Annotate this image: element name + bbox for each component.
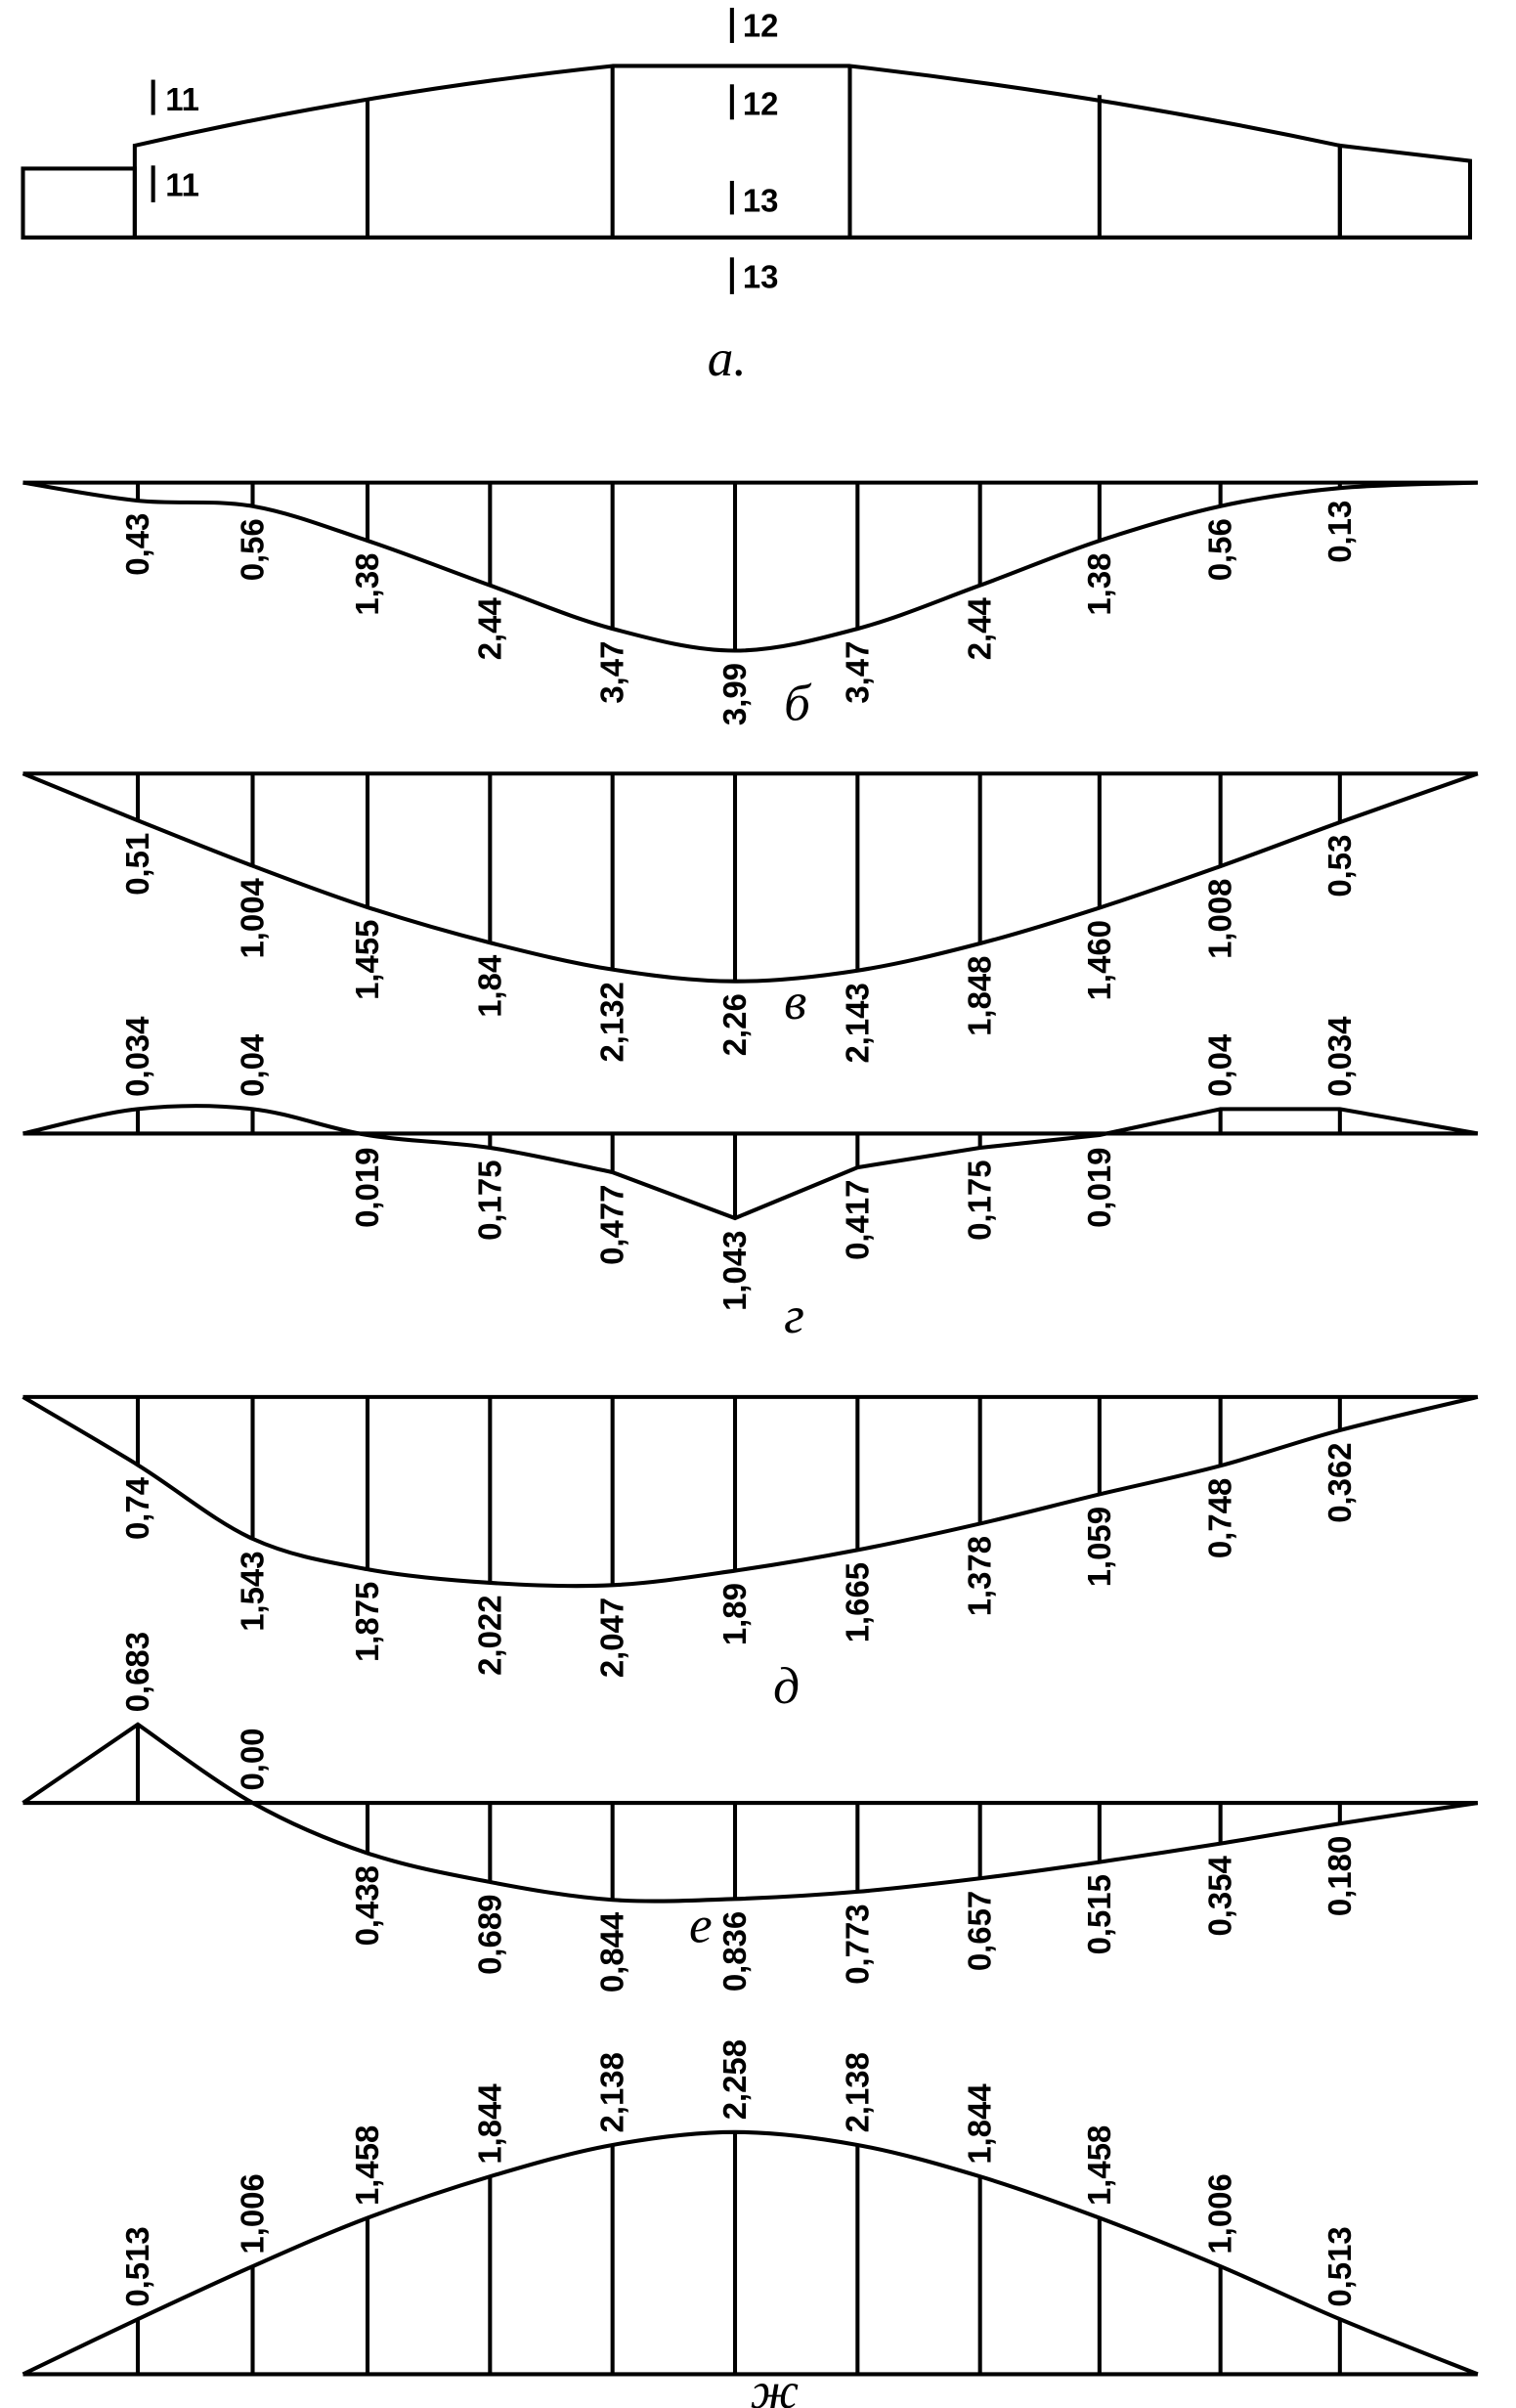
caption: в	[784, 973, 806, 1030]
caption: а.	[708, 329, 747, 387]
value-label: 0,844	[594, 1911, 630, 1992]
value-label: 0,773	[839, 1904, 875, 1984]
value-label: 1,543	[234, 1551, 270, 1631]
value-label: 0,354	[1202, 1855, 1238, 1936]
value-label: 0,438	[349, 1865, 385, 1946]
value-label: 0,51	[119, 833, 155, 896]
section-label: 12	[743, 86, 779, 122]
value-label: 0,56	[234, 518, 270, 581]
value-label: 0,019	[1081, 1148, 1117, 1228]
section-label: 12	[743, 8, 779, 44]
value-label: 2,258	[716, 2039, 753, 2120]
value-label: 0,477	[594, 1185, 630, 1265]
value-label: 3,47	[594, 641, 630, 704]
value-label: 2,138	[839, 2052, 875, 2132]
moment-curve	[22, 2129, 1479, 2377]
value-label: 0,689	[471, 1895, 507, 1975]
value-label: 1,006	[1202, 2173, 1238, 2254]
value-label: 1,378	[962, 1536, 998, 1616]
value-label: 1,89	[716, 1583, 753, 1645]
value-label: 2,26	[716, 993, 753, 1056]
value-label: 0,657	[962, 1891, 998, 1971]
value-label: 1,84	[471, 954, 507, 1018]
value-label: 0,175	[471, 1160, 507, 1240]
value-label: 0,56	[1202, 518, 1238, 581]
beam-outline	[132, 64, 1342, 240]
value-label: 0,43	[119, 513, 155, 576]
moment-curve	[22, 480, 1478, 653]
value-label: 1,875	[349, 1582, 385, 1662]
value-label: 0,04	[1202, 1033, 1238, 1097]
value-label: 0,53	[1321, 835, 1358, 898]
value-label: 1,38	[1081, 553, 1117, 616]
value-label: 1,458	[349, 2125, 385, 2206]
caption: д	[773, 1657, 800, 1715]
support-left	[21, 166, 137, 240]
value-label: 1,059	[1081, 1507, 1117, 1587]
value-label: 2,022	[471, 1596, 507, 1676]
section-label: 11	[165, 81, 199, 117]
value-label: 0,417	[839, 1180, 875, 1260]
value-label: 0,00	[234, 1729, 270, 1791]
value-label: 0,175	[962, 1160, 998, 1240]
value-label: 1,458	[1081, 2125, 1117, 2206]
value-label: 3,47	[839, 641, 875, 704]
caption: ж	[751, 2362, 800, 2408]
value-label: 1,008	[1202, 879, 1238, 959]
value-label: 1,460	[1081, 920, 1117, 1000]
value-label: 1,455	[349, 920, 385, 1000]
moment-curve	[22, 771, 1479, 984]
moment-curve	[22, 1394, 1479, 1589]
value-label: 0,74	[119, 1476, 155, 1540]
value-label: 0,019	[349, 1148, 385, 1228]
value-label: 2,138	[594, 2052, 630, 2132]
value-label: 0,034	[1321, 1016, 1358, 1097]
value-label: 0,683	[119, 1632, 155, 1712]
value-label: 0,513	[1321, 2226, 1358, 2306]
value-label: 3,99	[716, 663, 753, 725]
value-label: 0,515	[1081, 1874, 1117, 1954]
section-label: 13	[743, 182, 779, 218]
support-right	[1337, 143, 1473, 240]
value-label: 1,004	[234, 877, 270, 958]
moment-curve	[22, 1104, 1479, 1221]
value-label: 0,13	[1321, 501, 1358, 563]
moment-curve	[22, 1722, 1479, 1904]
value-label: 0,180	[1321, 1836, 1358, 1916]
beam: 12 11 12 11 13 13 а.	[21, 8, 1473, 387]
value-label: 0,748	[1202, 1478, 1238, 1558]
caption: б	[784, 674, 812, 731]
value-label: 2,44	[962, 597, 998, 661]
value-label: 0,034	[119, 1016, 155, 1097]
value-label: 1,844	[471, 2083, 507, 2165]
value-label: 0,836	[716, 1911, 753, 1992]
section-label: 13	[743, 259, 779, 295]
value-label: 2,047	[594, 1598, 630, 1678]
value-label: 2,44	[471, 597, 507, 661]
value-label: 1,844	[962, 2083, 998, 2165]
value-label: 2,132	[594, 982, 630, 1062]
value-label: 2,143	[839, 983, 875, 1063]
value-label: 1,848	[962, 956, 998, 1036]
caption: е	[689, 1897, 713, 1954]
section-label: 11	[165, 167, 199, 203]
value-label: 0,362	[1321, 1442, 1358, 1522]
value-label: 1,38	[349, 553, 385, 616]
value-label: 0,04	[234, 1033, 270, 1097]
value-label: 1,006	[234, 2173, 270, 2254]
value-label: 1,665	[839, 1562, 875, 1642]
value-label: 1,043	[716, 1231, 753, 1311]
caption: г	[784, 1287, 804, 1344]
value-label: 0,513	[119, 2226, 155, 2306]
